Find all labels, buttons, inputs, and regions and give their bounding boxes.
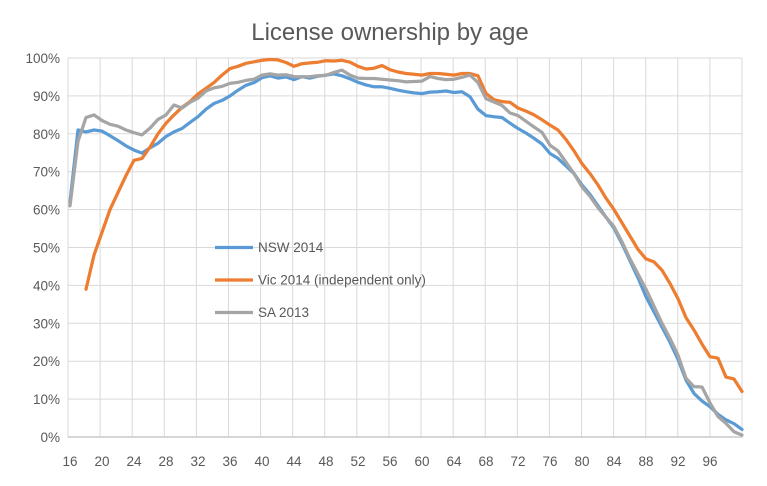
x-tick-label: 84 — [606, 454, 622, 469]
x-tick-label: 44 — [286, 454, 302, 469]
x-tick-label: 88 — [638, 454, 653, 469]
legend-item-nsw-2014: NSW 2014 — [215, 240, 324, 255]
x-tick-label: 64 — [446, 454, 462, 469]
x-tick-label: 48 — [318, 454, 333, 469]
legend-label: NSW 2014 — [258, 240, 324, 255]
legend-item-sa-2013: SA 2013 — [215, 305, 309, 320]
x-tick-label: 24 — [126, 454, 142, 469]
y-tick-label: 60% — [33, 203, 60, 218]
x-tick-label: 32 — [190, 454, 205, 469]
legend-item-vic-2014-independent-only: Vic 2014 (independent only) — [215, 273, 426, 288]
y-axis-tick-labels: 0% 10% 20% 30% 40% 50% 60% 70% 80% 90% 100% — [25, 51, 60, 445]
legend-label: Vic 2014 (independent only) — [258, 273, 426, 288]
y-tick-label: 0% — [40, 430, 60, 445]
x-tick-label: 20 — [94, 454, 109, 469]
series-line-sa-2013 — [68, 68, 744, 437]
x-tick-label: 40 — [254, 454, 269, 469]
x-tick-label: 80 — [574, 454, 589, 469]
y-tick-label: 70% — [33, 165, 60, 180]
legend-label: SA 2013 — [258, 305, 309, 320]
x-tick-label: 52 — [350, 454, 365, 469]
x-tick-label: 72 — [510, 454, 525, 469]
y-tick-label: 90% — [33, 89, 60, 104]
x-tick-label: 36 — [222, 454, 237, 469]
x-tick-label: 68 — [478, 454, 493, 469]
x-tick-label: 76 — [542, 454, 557, 469]
series-line-vic-2014-independent-only — [84, 57, 744, 394]
y-tick-label: 100% — [25, 51, 60, 66]
y-tick-label: 50% — [33, 241, 60, 256]
x-tick-label: 96 — [702, 454, 717, 469]
y-tick-label: 20% — [33, 354, 60, 369]
x-axis-tick-labels: 16 20 24 28 32 36 40 44 48 52 56 60 64 68 72 76 80 84 88 92… — [62, 454, 717, 469]
legend: NSW 2014 Vic 2014 (independent only) SA 20… — [215, 240, 426, 320]
x-tick-label: 92 — [670, 454, 685, 469]
x-tick-label: 60 — [414, 454, 429, 469]
series-lines — [68, 57, 744, 437]
x-tick-label: 56 — [382, 454, 397, 469]
y-tick-label: 40% — [33, 278, 60, 293]
y-tick-label: 10% — [33, 392, 60, 407]
gridlines — [67, 57, 743, 437]
x-tick-label: 16 — [62, 454, 77, 469]
chart-title: License ownership by age — [251, 19, 529, 46]
y-tick-label: 30% — [33, 316, 60, 331]
x-tick-label: 28 — [158, 454, 173, 469]
y-tick-label: 80% — [33, 127, 60, 142]
